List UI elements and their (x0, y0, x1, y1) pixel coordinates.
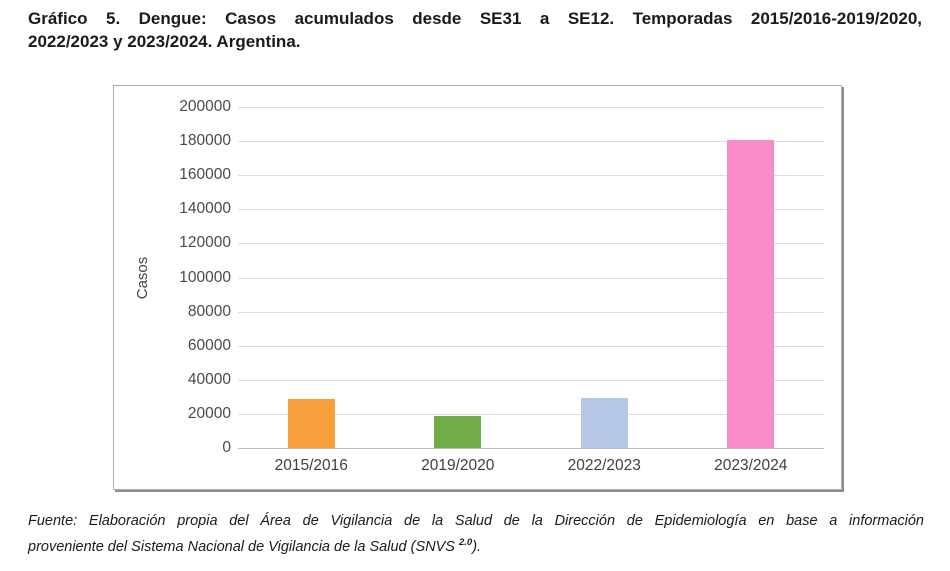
gridline (238, 448, 824, 449)
y-tick-label: 60000 (187, 336, 231, 354)
y-tick-label: 200000 (179, 98, 231, 115)
gridline (238, 345, 824, 347)
y-tick-label: 140000 (179, 200, 231, 218)
source-note-line-2-text: proveniente del Sistema Nacional de Vigi… (28, 538, 459, 555)
gridline (238, 141, 824, 143)
gridline (238, 243, 824, 245)
x-tick-label: 2023/2024 (714, 457, 788, 474)
y-tick-label: 80000 (187, 302, 231, 320)
source-note-line-2: proveniente del Sistema Nacional de Vigi… (28, 532, 924, 558)
chart-title-line-2: 2022/2023 y 2023/2024. Argentina. (28, 32, 301, 51)
chart-plot-layer: 0 20000 40000 60000 80000 100000 120000 140000 1… (114, 86, 841, 489)
y-tick-label: 40000 (187, 370, 231, 388)
y-tick-label: 0 (222, 439, 231, 456)
source-note-line-1: Fuente: Elaboración propia del Área de V… (28, 513, 924, 529)
y-tick-label: 160000 (179, 166, 231, 184)
gridline (238, 277, 824, 279)
chart-frame: Casos 0 20000 40000 60000 80000 100000 120000 1… (113, 85, 842, 490)
source-note: Fuente: Elaboración propia del Área de V… (28, 511, 924, 558)
x-tick-label: 2022/2023 (567, 457, 641, 474)
gridline (238, 413, 824, 415)
gridline (238, 209, 824, 211)
chart-title: Gráfico 5. Dengue: Casos acumulados desd… (28, 7, 922, 53)
gridline (238, 107, 824, 108)
gridline (238, 379, 824, 381)
bar (580, 397, 628, 448)
x-tick-label: 2019/2020 (421, 457, 495, 474)
gridline (238, 175, 824, 177)
gridline (238, 311, 824, 313)
y-tick-label: 180000 (179, 132, 231, 150)
source-note-line-2-end: ). (472, 538, 482, 555)
y-tick-label: 20000 (187, 404, 231, 422)
bar (727, 140, 775, 448)
y-tick-label: 120000 (179, 234, 231, 252)
chart-title-line-1: Gráfico 5. Dengue: Casos acumulados desd… (28, 9, 922, 28)
y-tick-label: 100000 (179, 268, 231, 286)
x-tick-label: 2015/2016 (274, 457, 348, 474)
bar (287, 399, 335, 448)
snvs-version-superscript: 2.0 (458, 537, 473, 548)
bar (434, 415, 482, 448)
